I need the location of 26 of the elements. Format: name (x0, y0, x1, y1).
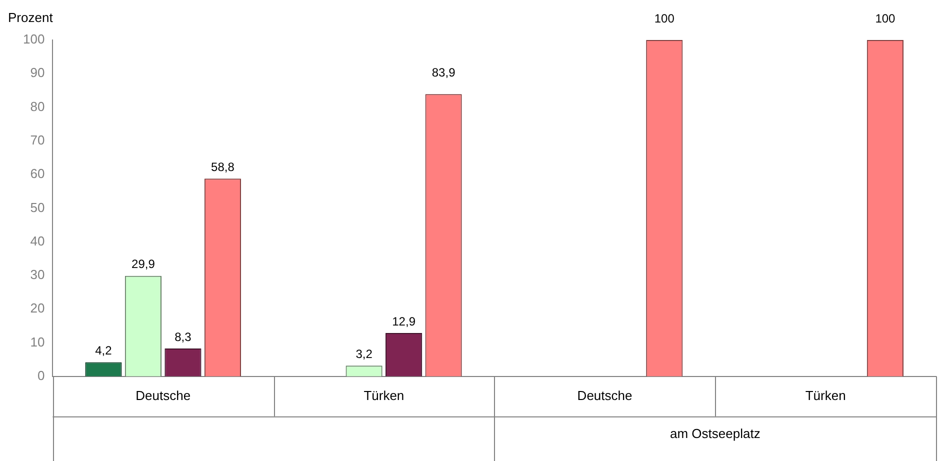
data-label: 29,9 (132, 257, 156, 272)
x-tick-label: Türken (805, 388, 846, 403)
x-tick-label: Deutsche (136, 388, 191, 403)
data-label: 83,9 (432, 65, 456, 80)
x-tick-label: Türken (364, 388, 404, 403)
data-label: 12,9 (392, 314, 416, 328)
data-label: 8,3 (174, 330, 192, 344)
y-axis-title: Prozent (8, 10, 53, 25)
x-tick-label: Deutsche (577, 388, 632, 403)
data-label: 4,2 (95, 344, 112, 358)
y-tick-label: 100 (22, 32, 45, 47)
y-tick-label: 40 (30, 233, 45, 248)
y-tick-label: 30 (30, 267, 45, 282)
data-label: 100 (875, 11, 896, 26)
data-label: 58,8 (211, 160, 235, 174)
y-tick-label: 70 (30, 132, 45, 148)
y-tick-label: 90 (30, 65, 45, 80)
y-tick-label: 10 (30, 334, 45, 350)
y-tick-label: 80 (30, 98, 45, 114)
y-tick-label: 20 (30, 300, 45, 316)
y-tick-label: 60 (30, 166, 45, 182)
data-label: 3,2 (356, 346, 373, 361)
text: am Ostseeplatz (670, 426, 760, 441)
data-label: 100 (654, 11, 675, 26)
y-tick-label: 0 (37, 368, 45, 383)
y-tick-label: 50 (30, 200, 45, 215)
